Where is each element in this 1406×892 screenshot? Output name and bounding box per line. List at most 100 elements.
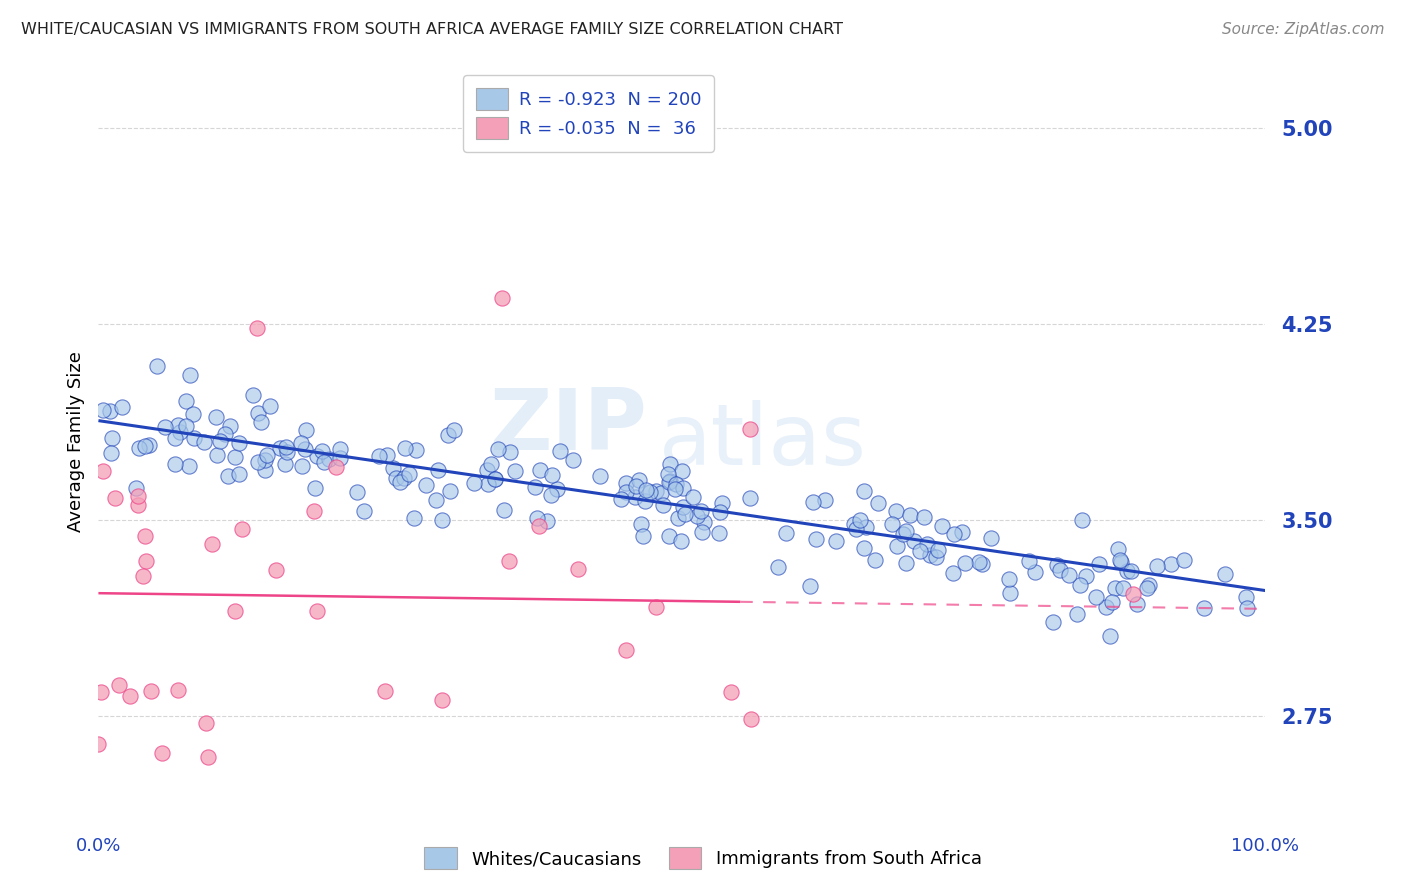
Point bbox=[950, 525, 973, 540]
Point bbox=[499, 445, 522, 459]
Point bbox=[624, 479, 647, 493]
Point bbox=[634, 493, 657, 508]
Point bbox=[152, 747, 174, 761]
Point bbox=[353, 503, 375, 517]
Point bbox=[689, 504, 711, 518]
Point bbox=[631, 528, 654, 542]
Point bbox=[541, 467, 564, 482]
Point bbox=[183, 431, 205, 445]
Point bbox=[540, 488, 562, 502]
Point bbox=[548, 443, 571, 458]
Point bbox=[250, 415, 273, 429]
Point bbox=[1104, 582, 1126, 596]
Point bbox=[228, 435, 250, 450]
Point bbox=[967, 556, 990, 570]
Point bbox=[1069, 578, 1091, 592]
Point bbox=[931, 519, 953, 533]
Point bbox=[1109, 553, 1132, 567]
Point bbox=[903, 534, 925, 549]
Point bbox=[1095, 599, 1118, 614]
Point bbox=[766, 559, 789, 574]
Point bbox=[616, 476, 638, 491]
Point bbox=[665, 477, 688, 491]
Point bbox=[224, 604, 246, 618]
Point bbox=[682, 491, 704, 505]
Point bbox=[614, 643, 637, 657]
Point bbox=[304, 481, 326, 495]
Point bbox=[1116, 564, 1139, 578]
Point bbox=[193, 434, 215, 449]
Point bbox=[153, 420, 176, 434]
Point bbox=[1049, 563, 1071, 577]
Point bbox=[1071, 513, 1094, 527]
Point bbox=[882, 517, 904, 532]
Point bbox=[491, 291, 513, 305]
Point bbox=[125, 481, 148, 495]
Point bbox=[673, 507, 696, 521]
Point bbox=[825, 533, 848, 548]
Point bbox=[405, 442, 427, 457]
Point bbox=[231, 522, 253, 536]
Text: atlas: atlas bbox=[658, 400, 866, 483]
Point bbox=[477, 477, 499, 491]
Point bbox=[427, 463, 450, 477]
Legend: R = -0.923  N = 200, R = -0.035  N =  36: R = -0.923 N = 200, R = -0.035 N = 36 bbox=[463, 75, 714, 152]
Point bbox=[437, 427, 460, 442]
Point bbox=[1160, 557, 1182, 571]
Point bbox=[707, 525, 730, 540]
Point bbox=[917, 537, 939, 551]
Point bbox=[536, 514, 558, 528]
Point bbox=[616, 484, 638, 499]
Point bbox=[274, 457, 297, 471]
Point bbox=[394, 471, 416, 485]
Point bbox=[169, 425, 191, 440]
Point bbox=[686, 508, 709, 523]
Point bbox=[214, 427, 236, 442]
Point bbox=[246, 455, 269, 469]
Point bbox=[389, 475, 412, 489]
Point bbox=[127, 498, 149, 512]
Point bbox=[87, 737, 110, 751]
Point bbox=[498, 554, 520, 568]
Point bbox=[492, 502, 515, 516]
Point bbox=[852, 484, 875, 499]
Point bbox=[91, 464, 114, 478]
Point bbox=[120, 690, 142, 704]
Point bbox=[1236, 590, 1258, 604]
Point bbox=[671, 464, 693, 478]
Point bbox=[908, 544, 931, 558]
Point bbox=[589, 469, 612, 483]
Point bbox=[165, 457, 187, 471]
Point bbox=[1042, 615, 1064, 630]
Point bbox=[375, 448, 398, 462]
Point bbox=[610, 492, 633, 507]
Point bbox=[98, 404, 121, 418]
Point bbox=[651, 498, 673, 512]
Point bbox=[690, 525, 713, 540]
Point bbox=[799, 579, 821, 593]
Point bbox=[218, 469, 240, 483]
Point bbox=[329, 442, 352, 457]
Point bbox=[146, 359, 169, 373]
Point bbox=[307, 603, 329, 617]
Point bbox=[204, 410, 226, 425]
Point bbox=[1059, 568, 1081, 582]
Point bbox=[1135, 581, 1157, 595]
Point bbox=[302, 504, 325, 518]
Point bbox=[801, 495, 824, 509]
Point bbox=[224, 450, 246, 464]
Point bbox=[849, 513, 872, 527]
Point bbox=[132, 569, 155, 583]
Point bbox=[311, 444, 333, 458]
Point bbox=[942, 526, 965, 541]
Point bbox=[218, 419, 240, 434]
Point bbox=[367, 450, 389, 464]
Point bbox=[1066, 607, 1088, 621]
Point bbox=[711, 496, 734, 510]
Point bbox=[1146, 559, 1168, 574]
Point bbox=[1111, 581, 1133, 595]
Point bbox=[634, 483, 657, 497]
Point bbox=[980, 531, 1002, 545]
Point bbox=[318, 452, 340, 467]
Point bbox=[90, 685, 112, 699]
